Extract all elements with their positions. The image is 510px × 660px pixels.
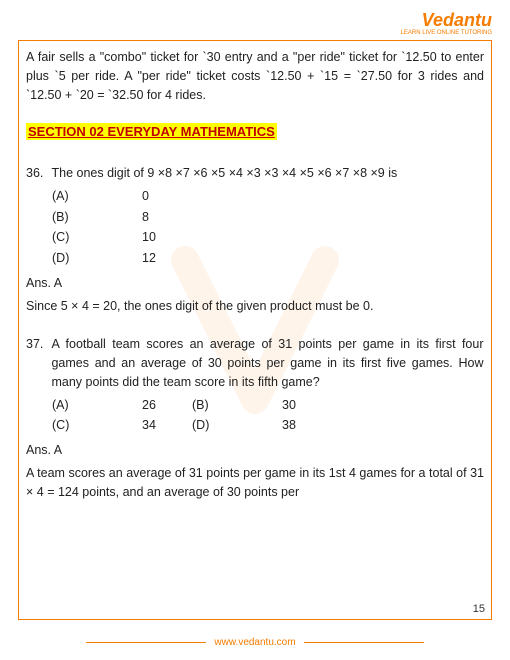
options-list: (A) 26 (B) 30 (C) 34 (D) 38 <box>52 396 484 436</box>
page-footer: www.vedantu.com <box>0 637 510 648</box>
option-value: 26 <box>142 396 192 415</box>
answer-line: Ans. A <box>26 441 484 460</box>
option-label: (B) <box>52 208 142 227</box>
option-label: (A) <box>52 187 142 206</box>
question-number: 36. <box>26 164 48 183</box>
question-text: A football team scores an average of 31 … <box>51 335 483 391</box>
brand-tagline: LEARN LIVE ONLINE TUTORING <box>401 30 492 36</box>
intro-paragraph: A fair sells a "combo" ticket for `30 en… <box>26 48 484 104</box>
option-value: 30 <box>282 396 332 415</box>
options-list: (A)0 (B)8 (C)10 (D)12 <box>52 187 484 268</box>
option-label: (C) <box>52 228 142 247</box>
question-block: 36. The ones digit of 9 ×8 ×7 ×6 ×5 ×4 ×… <box>26 164 484 183</box>
option-label: (A) <box>52 396 142 415</box>
footer-url: www.vedantu.com <box>214 637 295 648</box>
option-label: (C) <box>52 416 142 435</box>
footer-divider <box>86 642 206 643</box>
explanation-text: A team scores an average of 31 points pe… <box>26 464 484 502</box>
footer-divider <box>304 642 424 643</box>
option-value: 8 <box>142 208 149 227</box>
question-number: 37. <box>26 335 48 354</box>
option-label: (D) <box>192 416 282 435</box>
question-text: The ones digit of 9 ×8 ×7 ×6 ×5 ×4 ×3 ×3… <box>51 164 483 183</box>
content-area: A fair sells a "combo" ticket for `30 en… <box>26 48 484 612</box>
option-value: 38 <box>282 416 332 435</box>
explanation-text: Since 5 × 4 = 20, the ones digit of the … <box>26 297 484 316</box>
section-heading: SECTION 02 EVERYDAY MATHEMATICS <box>26 123 277 140</box>
option-value: 10 <box>142 228 156 247</box>
brand-logo: Vedantu <box>422 10 492 31</box>
option-label: (B) <box>192 396 282 415</box>
option-value: 34 <box>142 416 192 435</box>
option-value: 12 <box>142 249 156 268</box>
option-label: (D) <box>52 249 142 268</box>
answer-line: Ans. A <box>26 274 484 293</box>
question-block: 37. A football team scores an average of… <box>26 335 484 391</box>
option-value: 0 <box>142 187 149 206</box>
